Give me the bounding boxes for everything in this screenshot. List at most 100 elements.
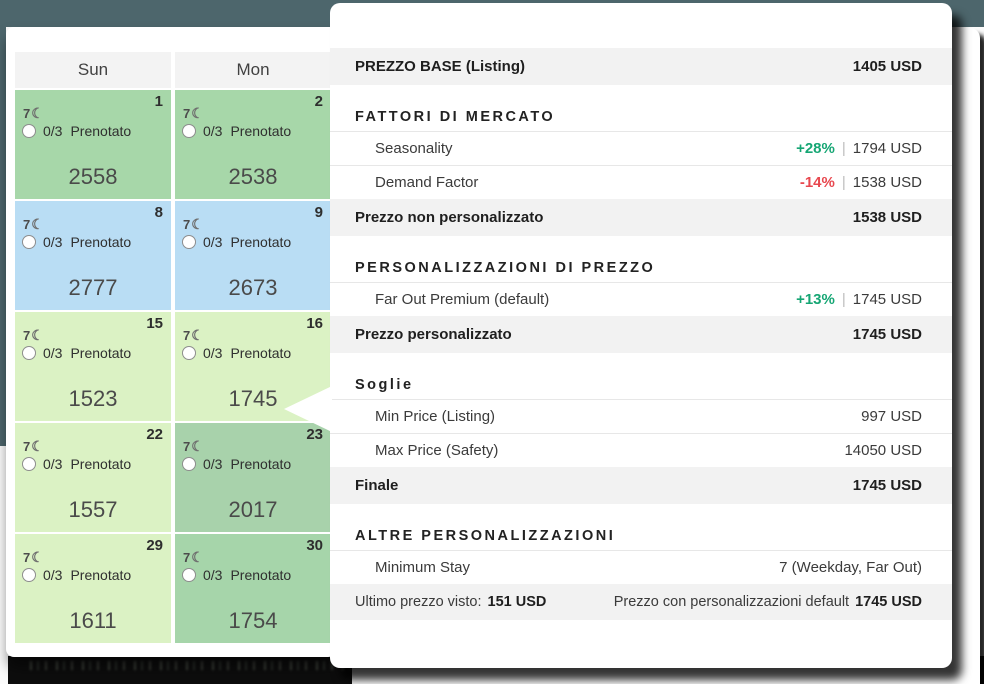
breakdown-row: Max Price (Safety) 14050 USD <box>330 433 952 467</box>
popover-arrow <box>284 386 332 432</box>
last-seen-price-label: Ultimo prezzo visto: <box>355 594 482 610</box>
breakdown-label: Minimum Stay <box>375 559 471 576</box>
last-seen-price: Ultimo prezzo visto: 151 USD <box>355 594 546 610</box>
nights-count: 7 <box>183 439 191 454</box>
occupancy-row: 0/3 Prenotato <box>22 345 131 361</box>
calendar-day-cell[interactable]: 9 7☾ 0/3 Prenotato 2673 <box>175 201 331 310</box>
percent-change: +13% <box>796 291 835 308</box>
date-number: 30 <box>306 537 323 554</box>
section-header-label: FATTORI DI MERCATO <box>355 109 556 125</box>
min-nights-label: 7☾ <box>183 549 204 566</box>
default-customized-price: Prezzo con personalizzazioni default 1745… <box>614 594 922 610</box>
date-number: 9 <box>314 204 323 221</box>
day-price: 2777 <box>68 275 118 300</box>
booking-status-circle-icon <box>22 346 36 360</box>
summary-value: 1745 USD <box>852 326 922 343</box>
booking-status-label: Prenotato <box>230 234 292 250</box>
breakdown-value: 1745 USD <box>852 291 922 308</box>
calendar-card: Sun Mon 1 7☾ 0/3 Prenotato 2558 2 7☾ 0/3… <box>6 27 336 657</box>
day-header: Sun <box>15 52 171 88</box>
moon-icon: ☾ <box>191 105 204 121</box>
breakdown-row: Far Out Premium (default) +13% | 1745 US… <box>330 282 952 316</box>
booking-status-label: Prenotato <box>70 567 132 583</box>
breakdown-label: Far Out Premium (default) <box>375 291 550 308</box>
booking-status-circle-icon <box>182 124 196 138</box>
day-header: Mon <box>175 52 331 88</box>
occupancy-row: 0/3 Prenotato <box>182 123 291 139</box>
moon-icon: ☾ <box>191 327 204 343</box>
day-price: 2017 <box>228 497 278 522</box>
breakdown-label: Seasonality <box>375 140 453 157</box>
min-nights-label: 7☾ <box>183 327 204 344</box>
summary-value: 1745 USD <box>852 477 922 494</box>
occupancy-count: 0/3 <box>43 456 63 472</box>
nights-count: 7 <box>183 106 191 121</box>
day-price: 2538 <box>228 164 278 189</box>
section-header: PERSONALIZZAZIONI DI PREZZO <box>330 254 952 282</box>
summary-label: Prezzo non personalizzato <box>355 209 544 226</box>
calendar-day-cell[interactable]: 2 7☾ 0/3 Prenotato 2538 <box>175 90 331 199</box>
summary-label: PREZZO BASE (Listing) <box>355 58 525 75</box>
breakdown-row: Minimum Stay 7 (Weekday, Far Out) <box>330 550 952 584</box>
day-price: 1523 <box>68 386 118 411</box>
nights-count: 7 <box>183 217 191 232</box>
value-separator: | <box>841 291 846 308</box>
calendar-day-cell[interactable]: 8 7☾ 0/3 Prenotato 2777 <box>15 201 171 310</box>
day-header-label: Sun <box>77 60 109 79</box>
occupancy-row: 0/3 Prenotato <box>182 234 291 250</box>
moon-icon: ☾ <box>31 549 44 565</box>
calendar-day-cell[interactable]: 22 7☾ 0/3 Prenotato 1557 <box>15 423 171 532</box>
nights-count: 7 <box>23 217 31 232</box>
occupancy-row: 0/3 Prenotato <box>182 345 291 361</box>
date-number: 22 <box>146 426 163 443</box>
calendar-grid: Sun Mon 1 7☾ 0/3 Prenotato 2558 2 7☾ 0/3… <box>15 52 331 643</box>
summary-label: Prezzo personalizzato <box>355 326 512 343</box>
calendar-day-cell[interactable]: 29 7☾ 0/3 Prenotato 1611 <box>15 534 171 643</box>
page-background-left <box>0 0 6 446</box>
day-price: 2673 <box>228 275 278 300</box>
date-number: 16 <box>306 315 323 332</box>
breakdown-row: Min Price (Listing) 997 USD <box>330 399 952 433</box>
min-nights-label: 7☾ <box>183 105 204 122</box>
breakdown-value: 14050 USD <box>844 442 922 459</box>
date-number: 2 <box>314 93 323 110</box>
nights-count: 7 <box>23 106 31 121</box>
breakdown-value-group: -14% | 1538 USD <box>800 174 922 191</box>
section-header-label: Soglie <box>355 377 414 393</box>
calendar-day-cell[interactable]: 1 7☾ 0/3 Prenotato 2558 <box>15 90 171 199</box>
day-price: 1557 <box>68 497 118 522</box>
day-price: 2558 <box>68 164 118 189</box>
value-separator: | <box>841 174 846 191</box>
booking-status-circle-icon <box>182 346 196 360</box>
occupancy-row: 0/3 Prenotato <box>22 456 131 472</box>
value-separator: | <box>841 140 846 157</box>
occupancy-count: 0/3 <box>203 456 223 472</box>
occupancy-count: 0/3 <box>203 567 223 583</box>
date-number: 29 <box>146 537 163 554</box>
booking-status-circle-icon <box>22 124 36 138</box>
calendar-day-cell[interactable]: 30 7☾ 0/3 Prenotato 1754 <box>175 534 331 643</box>
booking-status-label: Prenotato <box>230 345 292 361</box>
nights-count: 7 <box>23 328 31 343</box>
occupancy-row: 0/3 Prenotato <box>182 456 291 472</box>
min-nights-label: 7☾ <box>23 438 44 455</box>
date-number: 15 <box>146 315 163 332</box>
booking-status-circle-icon <box>182 568 196 582</box>
booking-status-label: Prenotato <box>70 345 132 361</box>
occupancy-count: 0/3 <box>43 234 63 250</box>
last-seen-price-value: 151 USD <box>487 594 547 610</box>
section-header: FATTORI DI MERCATO <box>330 103 952 131</box>
min-nights-label: 7☾ <box>23 327 44 344</box>
summary-band-row: Finale 1745 USD <box>330 467 952 504</box>
moon-icon: ☾ <box>191 549 204 565</box>
calendar-day-cell[interactable]: 15 7☾ 0/3 Prenotato 1523 <box>15 312 171 421</box>
booking-status-circle-icon <box>22 568 36 582</box>
calendar-day-cell[interactable]: 23 7☾ 0/3 Prenotato 2017 <box>175 423 331 532</box>
breakdown-label: Max Price (Safety) <box>375 442 499 459</box>
section-header: ALTRE PERSONALIZZAZIONI <box>330 522 952 550</box>
moon-icon: ☾ <box>191 216 204 232</box>
min-nights-label: 7☾ <box>183 216 204 233</box>
summary-band-row: Prezzo personalizzato 1745 USD <box>330 316 952 353</box>
summary-band-row: Prezzo non personalizzato 1538 USD <box>330 199 952 236</box>
